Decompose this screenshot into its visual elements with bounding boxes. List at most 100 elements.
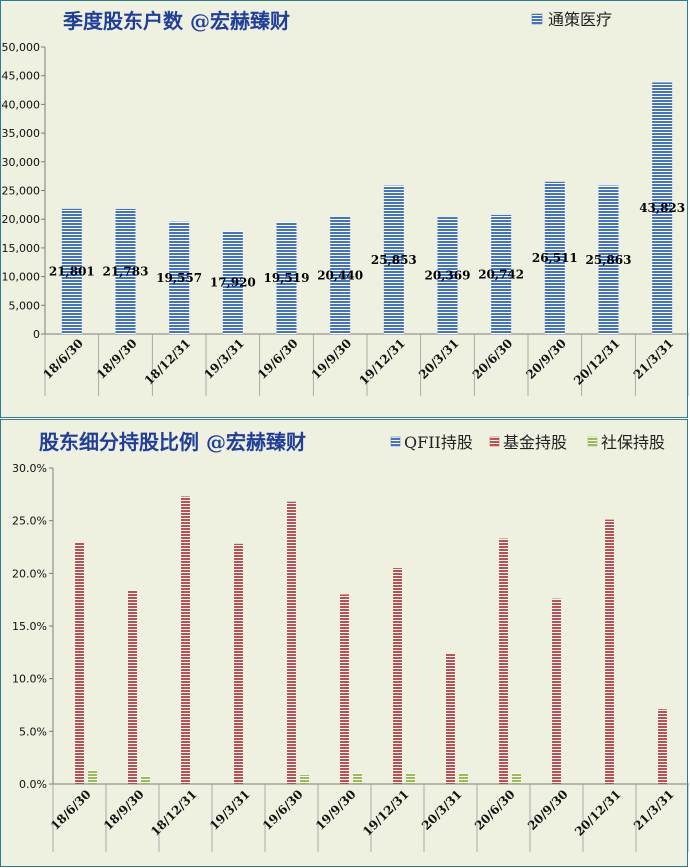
bar: [605, 519, 614, 784]
x-tick-label: 20/12/31: [572, 787, 624, 839]
data-label: 26,511: [532, 251, 578, 265]
bar: [393, 568, 402, 784]
data-label: 43,823: [639, 201, 685, 215]
bar: [276, 221, 297, 334]
x-tick-label: 19/12/31: [360, 787, 412, 839]
bar: [353, 773, 362, 784]
data-label: 20,742: [478, 267, 524, 281]
bar: [544, 181, 565, 334]
data-label: 17,920: [210, 276, 256, 290]
x-tick-label: 20/9/30: [525, 787, 571, 833]
y-tick-label: 15,000: [2, 242, 41, 255]
data-label: 19,519: [264, 271, 310, 285]
y-tick-label: 10,000: [2, 271, 41, 284]
data-label: 25,853: [371, 253, 417, 267]
x-tick-label: 20/3/31: [419, 787, 465, 833]
y-tick-label: 35,000: [2, 127, 41, 140]
x-tick-label: 18/6/30: [40, 336, 86, 382]
y-tick-label: 0: [33, 328, 40, 341]
y-tick-label: 0.0%: [19, 778, 47, 791]
bar: [491, 214, 512, 334]
y-tick-label: 50,000: [2, 41, 41, 54]
bar: [383, 185, 404, 334]
bar: [75, 542, 84, 784]
x-tick-label: 19/9/30: [309, 336, 355, 382]
bar: [552, 598, 561, 784]
data-label: 20,440: [317, 268, 363, 282]
bar: [169, 221, 190, 334]
bar: [300, 775, 309, 784]
x-tick-label: 20/6/30: [470, 336, 516, 382]
y-tick-label: 30.0%: [12, 462, 47, 475]
y-tick-label: 30,000: [2, 156, 41, 169]
legend-swatch: [587, 436, 598, 447]
bar: [406, 773, 415, 784]
holding-ratio-chart-panel: 股东细分持股比例 @宏赫臻财 QFII持股 基金持股 社保持股 0.0% 5.0% 10…: [0, 419, 689, 867]
x-tick-label: 19/3/31: [207, 787, 253, 833]
bars: 21,801 21,783 19,557 17,920 19,519 20,440 25,8…: [49, 82, 685, 334]
data-label: 19,557: [156, 271, 202, 285]
y-tick-label: 5.0%: [19, 725, 47, 738]
y-tick-label: 10.0%: [12, 673, 47, 686]
x-tick-label: 18/6/30: [48, 787, 94, 833]
bar: [658, 709, 667, 784]
y-tick-label: 25,000: [2, 185, 41, 198]
bar: [652, 82, 673, 334]
legend-label: 基金持股: [503, 433, 567, 452]
data-label: 21,783: [103, 264, 149, 278]
axes: 0.0% 5.0% 10.0% 15.0% 20.0% 25.0% 30.0% 18/6/30…: [12, 462, 689, 852]
bar: [61, 208, 82, 334]
bar: [340, 594, 349, 784]
data-label: 20,369: [425, 269, 471, 283]
bar: [598, 185, 619, 334]
bar: [330, 216, 351, 334]
chart-title: 季度股东户数 @宏赫臻财: [62, 9, 290, 33]
y-tick-label: 45,000: [2, 70, 41, 83]
bar: [437, 217, 458, 334]
y-tick-label: 40,000: [2, 98, 41, 111]
y-tick-label: 20,000: [2, 213, 41, 226]
x-tick-label: 21/3/31: [631, 336, 677, 382]
bar: [115, 208, 136, 334]
bar: [141, 776, 150, 784]
bar: [287, 501, 296, 784]
bars: [75, 496, 667, 784]
bar: [499, 538, 508, 784]
legend-label: QFII持股: [404, 433, 473, 452]
data-label: 21,801: [49, 264, 95, 278]
bar: [88, 770, 97, 784]
x-tick-label: 19/6/30: [255, 336, 301, 382]
data-label: 25,863: [586, 253, 632, 267]
x-tick-label: 18/9/30: [101, 787, 147, 833]
bar: [181, 496, 190, 784]
x-tick-label: 20/3/31: [416, 336, 462, 382]
x-tick-label: 19/3/31: [201, 336, 247, 382]
legend-swatch: [531, 13, 543, 25]
x-tick-label: 20/9/30: [523, 336, 569, 382]
x-tick-label: 20/6/30: [472, 787, 518, 833]
x-tick-label: 18/12/31: [142, 336, 194, 388]
bar: [459, 773, 468, 784]
legend: 通策医疗: [531, 10, 612, 29]
holding-ratio-chart: 股东细分持股比例 @宏赫臻财 QFII持股 基金持股 社保持股 0.0% 5.0% 10…: [12, 430, 689, 852]
legend: QFII持股 基金持股 社保持股: [390, 433, 665, 452]
x-tick-label: 18/12/31: [148, 787, 200, 839]
legend-label: 通策医疗: [548, 10, 612, 29]
legend-label: 社保持股: [601, 433, 665, 452]
legend-swatch: [390, 436, 401, 447]
bar: [446, 653, 455, 784]
bar: [128, 590, 137, 784]
y-tick-label: 5,000: [9, 299, 41, 312]
bar: [512, 773, 521, 784]
chart-title: 股东细分持股比例 @宏赫臻财: [39, 430, 306, 454]
holders-chart: 季度股东户数 @宏赫臻财 通策医疗 0 5,000 10,000 15,000 20,0…: [2, 9, 689, 396]
y-tick-label: 25.0%: [12, 515, 47, 528]
x-tick-label: 18/9/30: [94, 336, 140, 382]
x-tick-label: 20/12/31: [571, 336, 623, 388]
y-tick-label: 15.0%: [12, 620, 47, 633]
x-tick-label: 19/9/30: [313, 787, 359, 833]
x-tick-label: 21/3/31: [631, 787, 677, 833]
holders-chart-panel: 季度股东户数 @宏赫臻财 通策医疗 0 5,000 10,000 15,000 20,0…: [0, 0, 689, 418]
y-tick-label: 20.0%: [12, 567, 47, 580]
legend-swatch: [489, 436, 500, 447]
